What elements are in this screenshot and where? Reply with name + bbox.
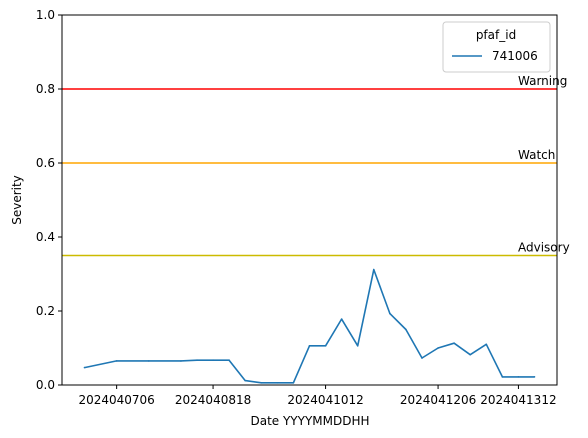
data-point [501,376,504,378]
data-point [260,381,263,384]
y-tick-label: 0.2 [36,304,55,318]
threshold-label-advisory: Advisory [518,241,570,255]
x-axis-ticks: 2024040706 2024040818 2024041012 2024041206… [78,385,557,407]
series-line-741006 [84,268,535,384]
data-point [212,359,214,362]
data-point [244,379,247,382]
y-axis-ticks: 0.0 0.2 0.4 0.6 0.8 1.0 [36,8,62,392]
x-tick-label: 2024040706 [78,393,154,407]
data-point [324,344,327,347]
data-point [356,344,359,347]
data-point [276,381,279,384]
y-tick-label: 0.8 [36,82,55,96]
y-tick-label: 0.4 [36,230,55,244]
x-tick-label: 2024040818 [175,393,251,407]
data-point [453,342,455,344]
x-tick-label: 2024041312 [480,393,556,407]
data-point [308,344,311,347]
data-point [292,381,295,384]
data-point [421,357,423,359]
data-point [372,268,375,271]
data-point [340,318,343,320]
y-tick-label: 0.0 [36,378,55,392]
data-point [83,366,86,369]
threshold-label-warning: Warning [518,74,567,88]
plot-frame [61,14,558,386]
y-tick-label: 1.0 [36,8,55,22]
threshold-label-watch: Watch [518,148,555,162]
y-tick-label: 0.6 [36,156,55,170]
y-axis-label: Severity [10,175,24,225]
data-point [517,376,520,378]
data-point [147,360,150,362]
data-point [405,328,407,331]
series-lines [83,268,536,384]
legend: pfaf_id 741006 [442,21,551,73]
plot-area [62,15,557,385]
data-point [485,343,488,346]
data-point [180,360,182,362]
data-point [196,359,198,362]
data-point [533,376,536,378]
data-point [437,347,439,349]
x-tick-label: 2024041012 [287,393,363,407]
legend-entry-label: 741006 [492,49,538,63]
data-point [115,360,118,362]
legend-title: pfaf_id [476,28,516,42]
legend-box [442,21,551,73]
x-axis-label: Date YYYYMMDDHH [250,414,369,428]
data-point [228,359,230,362]
data-point [469,353,472,356]
data-point [389,312,391,315]
x-tick-label: 2024041206 [400,393,476,407]
